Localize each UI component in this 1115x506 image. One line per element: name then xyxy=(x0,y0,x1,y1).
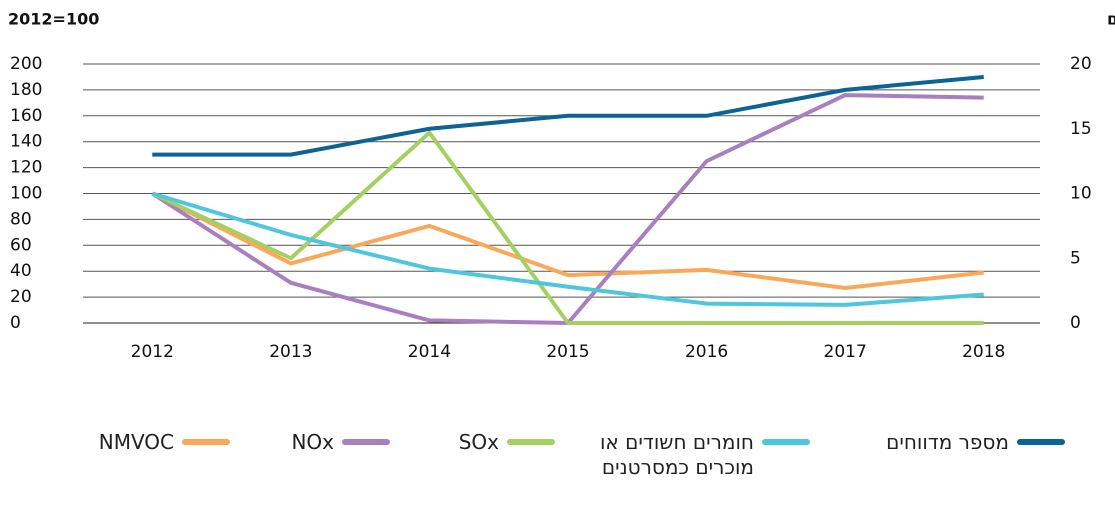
x-tick-label: 2017 xyxy=(824,342,867,362)
y2-tick-label: 5 xyxy=(1070,248,1081,268)
x-tick-label: 2012 xyxy=(131,342,174,362)
legend-label: SOx xyxy=(458,430,499,454)
y-tick-label: 200 xyxy=(10,54,42,74)
y-tick-label: 100 xyxy=(10,184,42,204)
legend-item: SOx xyxy=(459,430,555,455)
y2-tick-label: 10 xyxy=(1070,184,1092,204)
series-line xyxy=(151,191,984,307)
series-line xyxy=(152,74,984,157)
legend-swatch xyxy=(182,439,230,445)
y-tick-label: 40 xyxy=(10,261,32,281)
legend-label: מספר מדווחים xyxy=(886,430,1009,454)
legend-swatch xyxy=(507,439,555,445)
y-tick-label: 140 xyxy=(10,132,42,152)
series-line xyxy=(151,191,984,291)
y2-axis-title: מספר מדווחים xyxy=(1107,10,1115,29)
y-tick-label: 20 xyxy=(10,287,32,307)
legend-swatch xyxy=(342,439,390,445)
legend-label: NMVOC xyxy=(98,430,174,454)
y-tick-label: 120 xyxy=(10,158,42,178)
series-line xyxy=(151,130,984,325)
legend-swatch xyxy=(762,439,810,445)
legend-item: מספר מדווחים xyxy=(886,430,1065,455)
y2-tick-label: 20 xyxy=(1070,54,1092,74)
legend-label: NOx xyxy=(291,430,334,454)
x-tick-label: 2018 xyxy=(962,342,1005,362)
x-tick-label: 2013 xyxy=(269,342,312,362)
legend-label: חומרים חשודים או מוכרים כמסרטנים xyxy=(599,430,754,479)
legend-item: NOx xyxy=(291,430,390,455)
x-tick-label: 2016 xyxy=(685,342,728,362)
x-tick-label: 2014 xyxy=(408,342,451,362)
y-tick-label: 80 xyxy=(10,209,32,229)
y-tick-label: 0 xyxy=(10,313,21,333)
y-tick-label: 180 xyxy=(10,80,42,100)
y2-tick-label: 0 xyxy=(1070,313,1081,333)
legend-item: חומרים חשודים או מוכרים כמסרטנים xyxy=(594,430,810,480)
x-tick-label: 2015 xyxy=(546,342,589,362)
y-axis-title: 2012=100 xyxy=(8,10,99,29)
legend-item: NMVOC xyxy=(99,430,230,455)
series-line xyxy=(151,93,984,325)
y-tick-label: 160 xyxy=(10,106,42,126)
legend-swatch xyxy=(1017,439,1065,445)
y-tick-label: 60 xyxy=(10,235,32,255)
y2-tick-label: 15 xyxy=(1070,119,1092,139)
